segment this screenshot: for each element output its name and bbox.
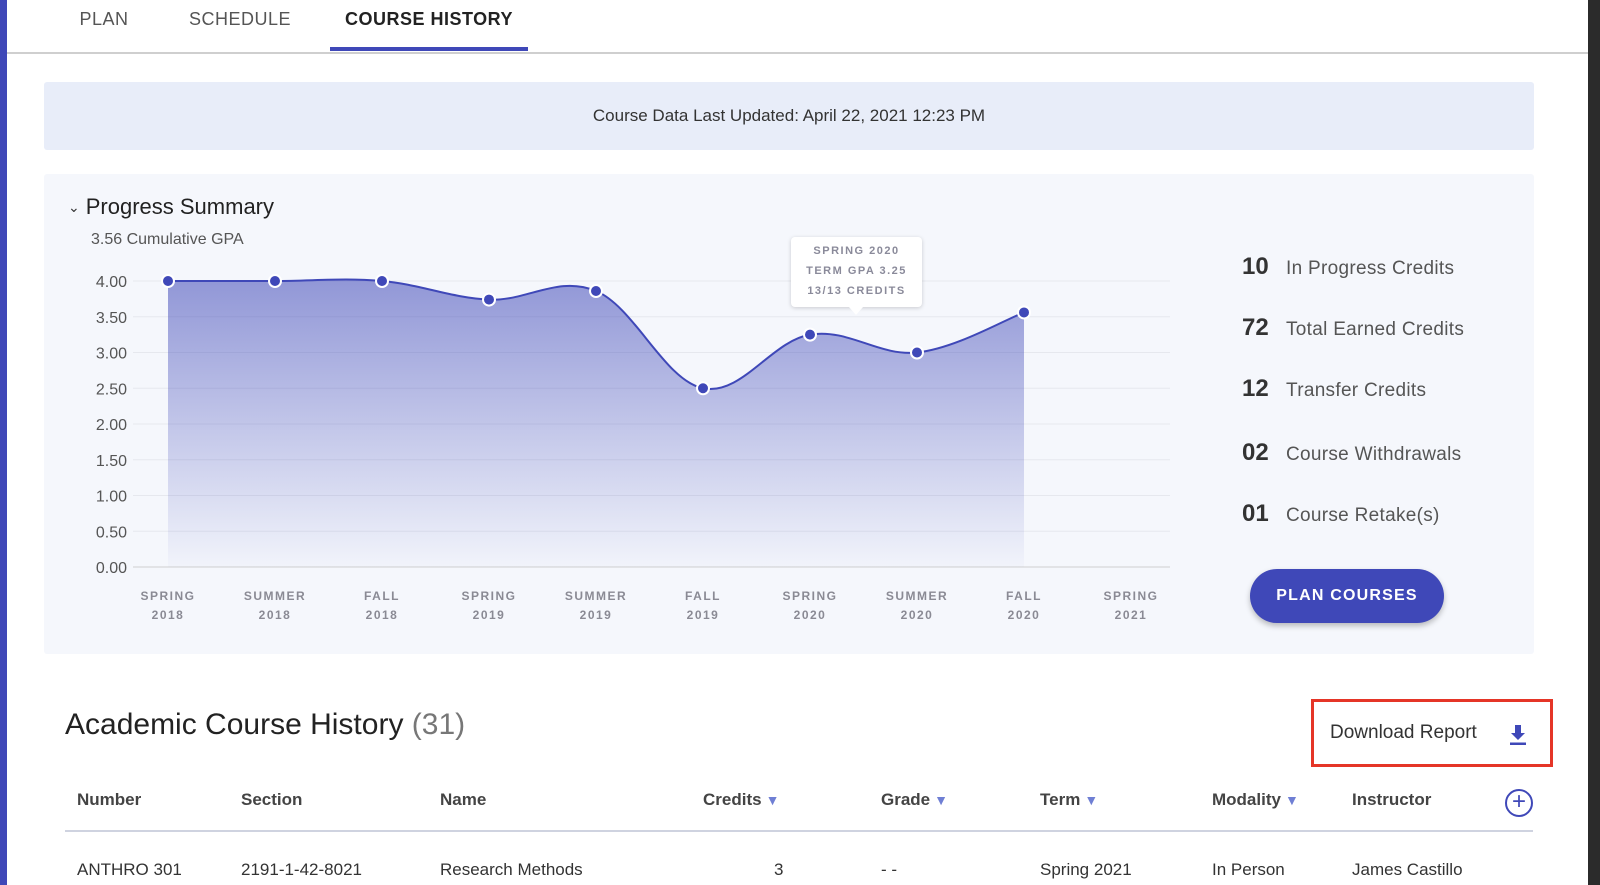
course-history-title: Academic Course History [65, 708, 404, 741]
x-tick-label: FALL 2018 [364, 589, 400, 622]
y-tick-label: 1.50 [96, 453, 127, 470]
download-report-label: Download Report [1330, 722, 1477, 743]
cell-grade: - - [881, 860, 898, 879]
x-tick-label: SPRING 2020 [782, 589, 837, 622]
column-label: Credits [703, 790, 762, 809]
tooltip-credits: 13/13 CREDITS [807, 285, 906, 297]
gpa-point [482, 292, 496, 307]
cell-term: Spring 2021 [1040, 860, 1132, 879]
tab-schedule[interactable]: SCHEDULE [188, 9, 292, 29]
progress-summary-title: Progress Summary [85, 194, 275, 219]
gpa-point [910, 345, 924, 360]
sort-filter-icon[interactable]: ▼ [765, 792, 780, 808]
right-scroll-edge [1588, 0, 1600, 885]
column-label: Number [77, 790, 142, 809]
gpa-point [589, 284, 603, 299]
download-icon [1510, 725, 1526, 745]
x-tick-label: SUMMER 2019 [565, 589, 627, 622]
y-tick-label: 3.50 [96, 310, 127, 327]
cumulative-gpa: 3.56 Cumulative GPA [91, 231, 244, 248]
add-column-icon[interactable]: + [1505, 789, 1533, 817]
stat-in-progress-credits: 10 In Progress Credits [1242, 250, 1454, 284]
sort-filter-icon[interactable]: ▼ [1284, 792, 1299, 808]
column-header-grade[interactable]: Grade ▼ [881, 790, 948, 810]
chart-tooltip: SPRING 2020 TERM GPA 3.25 13/13 CREDITS [791, 237, 922, 315]
course-history-heading: Academic Course History (31) [65, 708, 465, 742]
column-header-modality[interactable]: Modality ▼ [1212, 790, 1299, 810]
gpa-point [375, 274, 389, 288]
column-header-number[interactable]: Number [77, 790, 141, 810]
stat-label: In Progress Credits [1286, 258, 1455, 279]
plan-courses-button[interactable]: PLAN COURSES [1250, 569, 1444, 623]
tooltip-term-gpa: TERM GPA 3.25 [806, 265, 907, 277]
y-tick-label: 0.50 [96, 524, 127, 541]
cell-credits: 3 [774, 860, 784, 879]
stat-course-retakes: 01 Course Retake(s) [1242, 497, 1440, 531]
gpa-point [161, 274, 175, 288]
stat-label: Course Retake(s) [1286, 505, 1440, 526]
stat-value: 72 [1242, 314, 1269, 341]
cell-name: Research Methods [440, 860, 583, 879]
gpa-area [168, 279, 1024, 567]
column-label: Name [440, 790, 487, 809]
stat-label: Total Earned Credits [1286, 319, 1465, 340]
column-label: Modality [1212, 790, 1281, 809]
y-tick-label: 3.00 [96, 346, 127, 363]
tooltip-term: SPRING 2020 [813, 245, 900, 257]
cell-instructor: James Castillo [1352, 860, 1463, 879]
column-header-credits[interactable]: Credits ▼ [703, 790, 779, 810]
x-tick-label: SUMMER 2020 [886, 589, 948, 622]
stat-label: Course Withdrawals [1286, 444, 1462, 465]
sort-filter-icon[interactable]: ▼ [934, 792, 948, 808]
tab-course-history[interactable]: COURSE HISTORY [344, 9, 514, 29]
active-tab-indicator [330, 47, 528, 51]
table-header-divider [65, 830, 1533, 832]
tab-bar: PLAN SCHEDULE COURSE HISTORY [7, 0, 1588, 54]
y-tick-label: 4.00 [96, 274, 127, 291]
progress-summary-toggle[interactable]: ⌄ Progress Summary [68, 192, 274, 222]
stat-label: Transfer Credits [1286, 380, 1427, 401]
x-tick-label: SPRING 2018 [140, 589, 195, 622]
cell-modality: In Person [1212, 860, 1285, 879]
column-header-name[interactable]: Name [440, 790, 486, 810]
x-tick-label: SPRING 2021 [1103, 589, 1158, 622]
stat-value: 01 [1242, 500, 1269, 527]
stat-value: 02 [1242, 439, 1269, 466]
last-updated-banner: Course Data Last Updated: April 22, 2021… [44, 82, 1534, 150]
cell-number: ANTHRO 301 [77, 860, 182, 879]
stat-value: 12 [1242, 375, 1269, 402]
stat-total-earned-credits: 72 Total Earned Credits [1242, 311, 1464, 345]
left-accent-bar [0, 0, 7, 885]
column-header-term[interactable]: Term ▼ [1040, 790, 1098, 810]
stat-course-withdrawals: 02 Course Withdrawals [1242, 436, 1461, 470]
x-tick-label: SPRING 2019 [461, 589, 516, 622]
sort-filter-icon[interactable]: ▼ [1084, 792, 1099, 808]
y-tick-label: 2.50 [96, 381, 127, 398]
cell-section: 2191-1-42-8021 [241, 860, 362, 879]
gpa-point [268, 274, 282, 288]
column-label: Term [1040, 790, 1081, 809]
y-tick-label: 0.00 [96, 560, 127, 577]
y-tick-label: 2.00 [96, 417, 127, 434]
x-tick-label: SUMMER 2018 [244, 589, 306, 622]
column-label: Grade [881, 790, 931, 809]
column-header-instructor[interactable]: Instructor [1352, 790, 1431, 810]
gpa-point [803, 327, 817, 342]
column-label: Instructor [1352, 790, 1432, 809]
stat-transfer-credits: 12 Transfer Credits [1242, 372, 1426, 406]
tab-plan[interactable]: PLAN [79, 9, 129, 29]
chevron-down-icon: ⌄ [68, 199, 80, 215]
column-label: Section [241, 790, 303, 809]
column-header-section[interactable]: Section [241, 790, 302, 810]
download-report-button[interactable]: Download Report [1311, 699, 1553, 767]
x-tick-label: FALL 2019 [685, 589, 721, 622]
y-tick-label: 1.00 [96, 489, 127, 506]
stat-value: 10 [1242, 253, 1269, 280]
x-tick-label: FALL 2020 [1006, 589, 1042, 622]
course-count: (31) [411, 708, 466, 741]
gpa-point [696, 381, 710, 396]
gpa-point [1017, 305, 1031, 320]
